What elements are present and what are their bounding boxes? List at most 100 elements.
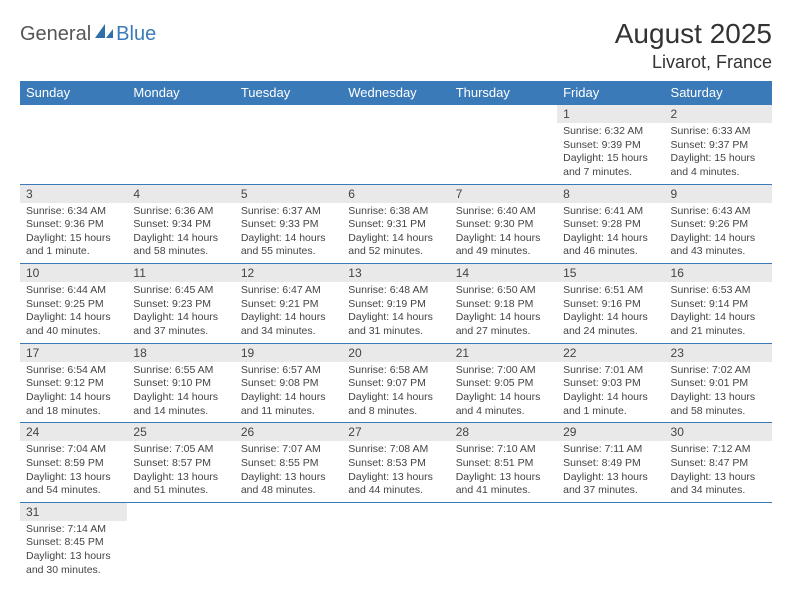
daylight-text: Daylight: 13 hours and 44 minutes. xyxy=(348,471,443,498)
calendar-day: 19Sunrise: 6:57 AMSunset: 9:08 PMDayligh… xyxy=(235,343,342,423)
day-number: 23 xyxy=(665,344,772,362)
day-details: Sunrise: 6:43 AMSunset: 9:26 PMDaylight:… xyxy=(665,203,772,264)
sunset-text: Sunset: 8:57 PM xyxy=(133,457,228,471)
daylight-text: Daylight: 14 hours and 58 minutes. xyxy=(133,232,228,259)
day-details: Sunrise: 6:50 AMSunset: 9:18 PMDaylight:… xyxy=(450,282,557,343)
calendar-day: 10Sunrise: 6:44 AMSunset: 9:25 PMDayligh… xyxy=(20,264,127,344)
sunrise-text: Sunrise: 7:00 AM xyxy=(456,364,551,378)
calendar-day: 7Sunrise: 6:40 AMSunset: 9:30 PMDaylight… xyxy=(450,184,557,264)
sail-icon xyxy=(93,22,115,46)
sunset-text: Sunset: 9:23 PM xyxy=(133,298,228,312)
daylight-text: Daylight: 14 hours and 27 minutes. xyxy=(456,311,551,338)
day-details: Sunrise: 7:12 AMSunset: 8:47 PMDaylight:… xyxy=(665,441,772,502)
calendar-day: 31Sunrise: 7:14 AMSunset: 8:45 PMDayligh… xyxy=(20,502,127,581)
day-number: 5 xyxy=(235,185,342,203)
day-number: 28 xyxy=(450,423,557,441)
sunset-text: Sunset: 9:26 PM xyxy=(671,218,766,232)
sunset-text: Sunset: 9:31 PM xyxy=(348,218,443,232)
calendar-day: 21Sunrise: 7:00 AMSunset: 9:05 PMDayligh… xyxy=(450,343,557,423)
calendar-week: 17Sunrise: 6:54 AMSunset: 9:12 PMDayligh… xyxy=(20,343,772,423)
day-number: 4 xyxy=(127,185,234,203)
day-details: Sunrise: 6:37 AMSunset: 9:33 PMDaylight:… xyxy=(235,203,342,264)
calendar-day: 6Sunrise: 6:38 AMSunset: 9:31 PMDaylight… xyxy=(342,184,449,264)
sunset-text: Sunset: 8:55 PM xyxy=(241,457,336,471)
daylight-text: Daylight: 13 hours and 58 minutes. xyxy=(671,391,766,418)
calendar-day: 13Sunrise: 6:48 AMSunset: 9:19 PMDayligh… xyxy=(342,264,449,344)
day-details: Sunrise: 6:47 AMSunset: 9:21 PMDaylight:… xyxy=(235,282,342,343)
sunset-text: Sunset: 9:34 PM xyxy=(133,218,228,232)
calendar-week: 3Sunrise: 6:34 AMSunset: 9:36 PMDaylight… xyxy=(20,184,772,264)
day-number: 25 xyxy=(127,423,234,441)
sunrise-text: Sunrise: 6:54 AM xyxy=(26,364,121,378)
daylight-text: Daylight: 13 hours and 37 minutes. xyxy=(563,471,658,498)
sunset-text: Sunset: 9:19 PM xyxy=(348,298,443,312)
calendar-day: 24Sunrise: 7:04 AMSunset: 8:59 PMDayligh… xyxy=(20,423,127,503)
calendar-day: 28Sunrise: 7:10 AMSunset: 8:51 PMDayligh… xyxy=(450,423,557,503)
daylight-text: Daylight: 14 hours and 49 minutes. xyxy=(456,232,551,259)
day-details: Sunrise: 6:51 AMSunset: 9:16 PMDaylight:… xyxy=(557,282,664,343)
sunrise-text: Sunrise: 7:07 AM xyxy=(241,443,336,457)
day-number: 30 xyxy=(665,423,772,441)
sunset-text: Sunset: 9:05 PM xyxy=(456,377,551,391)
sunrise-text: Sunrise: 7:04 AM xyxy=(26,443,121,457)
day-number: 29 xyxy=(557,423,664,441)
daylight-text: Daylight: 14 hours and 55 minutes. xyxy=(241,232,336,259)
day-header: Saturday xyxy=(665,81,772,105)
calendar-day xyxy=(557,502,664,581)
day-details: Sunrise: 6:44 AMSunset: 9:25 PMDaylight:… xyxy=(20,282,127,343)
day-details: Sunrise: 7:14 AMSunset: 8:45 PMDaylight:… xyxy=(20,521,127,582)
calendar-day: 11Sunrise: 6:45 AMSunset: 9:23 PMDayligh… xyxy=(127,264,234,344)
sunset-text: Sunset: 8:51 PM xyxy=(456,457,551,471)
day-number: 7 xyxy=(450,185,557,203)
sunrise-text: Sunrise: 6:44 AM xyxy=(26,284,121,298)
calendar-day xyxy=(127,105,234,185)
day-number: 8 xyxy=(557,185,664,203)
day-number: 11 xyxy=(127,264,234,282)
daylight-text: Daylight: 13 hours and 30 minutes. xyxy=(26,550,121,577)
daylight-text: Daylight: 15 hours and 4 minutes. xyxy=(671,152,766,179)
daylight-text: Daylight: 14 hours and 8 minutes. xyxy=(348,391,443,418)
day-details: Sunrise: 7:00 AMSunset: 9:05 PMDaylight:… xyxy=(450,362,557,423)
daylight-text: Daylight: 14 hours and 46 minutes. xyxy=(563,232,658,259)
sunrise-text: Sunrise: 7:02 AM xyxy=(671,364,766,378)
calendar-day: 29Sunrise: 7:11 AMSunset: 8:49 PMDayligh… xyxy=(557,423,664,503)
day-header: Wednesday xyxy=(342,81,449,105)
sunset-text: Sunset: 8:59 PM xyxy=(26,457,121,471)
day-number: 12 xyxy=(235,264,342,282)
daylight-text: Daylight: 14 hours and 37 minutes. xyxy=(133,311,228,338)
sunset-text: Sunset: 9:30 PM xyxy=(456,218,551,232)
sunset-text: Sunset: 9:36 PM xyxy=(26,218,121,232)
sunrise-text: Sunrise: 6:32 AM xyxy=(563,125,658,139)
sunset-text: Sunset: 9:01 PM xyxy=(671,377,766,391)
day-number: 24 xyxy=(20,423,127,441)
day-number: 27 xyxy=(342,423,449,441)
sunrise-text: Sunrise: 7:05 AM xyxy=(133,443,228,457)
daylight-text: Daylight: 14 hours and 21 minutes. xyxy=(671,311,766,338)
day-header: Friday xyxy=(557,81,664,105)
day-number: 1 xyxy=(557,105,664,123)
calendar-day: 12Sunrise: 6:47 AMSunset: 9:21 PMDayligh… xyxy=(235,264,342,344)
calendar-week: 10Sunrise: 6:44 AMSunset: 9:25 PMDayligh… xyxy=(20,264,772,344)
sunset-text: Sunset: 9:08 PM xyxy=(241,377,336,391)
daylight-text: Daylight: 13 hours and 41 minutes. xyxy=(456,471,551,498)
day-details: Sunrise: 6:54 AMSunset: 9:12 PMDaylight:… xyxy=(20,362,127,423)
day-details: Sunrise: 6:34 AMSunset: 9:36 PMDaylight:… xyxy=(20,203,127,264)
day-details: Sunrise: 6:40 AMSunset: 9:30 PMDaylight:… xyxy=(450,203,557,264)
sunset-text: Sunset: 9:10 PM xyxy=(133,377,228,391)
month-title: August 2025 xyxy=(615,18,772,50)
day-details: Sunrise: 6:38 AMSunset: 9:31 PMDaylight:… xyxy=(342,203,449,264)
sunrise-text: Sunrise: 6:41 AM xyxy=(563,205,658,219)
sunset-text: Sunset: 9:33 PM xyxy=(241,218,336,232)
day-details: Sunrise: 7:02 AMSunset: 9:01 PMDaylight:… xyxy=(665,362,772,423)
sunrise-text: Sunrise: 6:51 AM xyxy=(563,284,658,298)
day-number: 15 xyxy=(557,264,664,282)
calendar-day: 14Sunrise: 6:50 AMSunset: 9:18 PMDayligh… xyxy=(450,264,557,344)
daylight-text: Daylight: 14 hours and 18 minutes. xyxy=(26,391,121,418)
day-number: 2 xyxy=(665,105,772,123)
sunset-text: Sunset: 9:25 PM xyxy=(26,298,121,312)
day-number: 18 xyxy=(127,344,234,362)
sunset-text: Sunset: 8:45 PM xyxy=(26,536,121,550)
sunrise-text: Sunrise: 6:43 AM xyxy=(671,205,766,219)
daylight-text: Daylight: 14 hours and 1 minute. xyxy=(563,391,658,418)
day-details: Sunrise: 6:41 AMSunset: 9:28 PMDaylight:… xyxy=(557,203,664,264)
